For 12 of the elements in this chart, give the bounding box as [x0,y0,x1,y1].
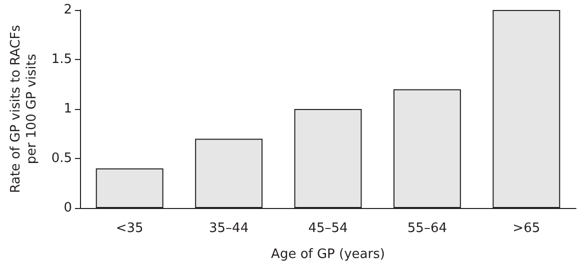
y-tick-label: 1 [64,102,72,116]
y-tick-label: 1.5 [51,52,72,67]
x-tick-label: 35–44 [209,221,249,236]
x-tick-label: >65 [512,221,540,236]
x-tick-label: 55–64 [407,221,447,236]
y-axis-title: Rate of GP visits to RACFs per 100 GP visits [8,24,40,194]
x-tick-label: <35 [116,221,144,236]
x-tick-label: 45–54 [308,221,348,236]
y-tick-label: 2 [64,2,72,18]
x-axis-title: Age of GP (years) [271,247,385,262]
y-tick-label: 0 [64,200,72,216]
y-tick-label: 0.5 [51,151,72,166]
